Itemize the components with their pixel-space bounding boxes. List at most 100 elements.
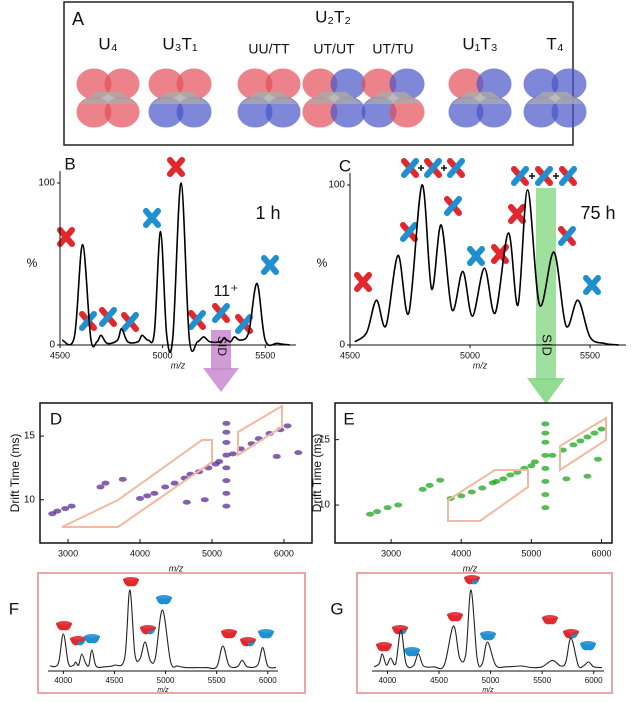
ion-signal — [294, 450, 303, 456]
ion-signal — [513, 469, 522, 475]
interface — [306, 92, 362, 104]
x-tick-label: 4000 — [54, 676, 72, 685]
ion-signal — [222, 465, 231, 471]
subunit-icon — [583, 275, 601, 295]
ion-signal — [541, 421, 550, 427]
x-axis-label: m/z — [473, 360, 488, 370]
x-axis-label: m/z — [169, 563, 184, 573]
tetramer-image — [76, 68, 140, 128]
x-tick-label: 6000 — [274, 548, 294, 558]
subunit-icon — [123, 577, 139, 587]
icon-cap — [447, 612, 463, 618]
x-axis-label: m/z — [482, 687, 494, 694]
ion-signal — [150, 490, 159, 496]
icon-cap — [542, 615, 558, 621]
x-tick-label: 6000 — [585, 676, 603, 685]
subunit-icon — [212, 303, 230, 323]
icon-arm — [559, 166, 577, 186]
icon-arm — [508, 204, 526, 224]
ion-signal — [182, 499, 191, 505]
ion-signal — [541, 479, 550, 485]
ion-signal — [541, 439, 550, 445]
ion-signal — [373, 509, 382, 515]
x-tick-label: 4500 — [50, 350, 70, 360]
subunit-icon — [221, 629, 237, 639]
x-tick-label: 4500 — [340, 350, 360, 360]
subunit-icon — [447, 612, 463, 622]
x-tick-label: 5500 — [533, 676, 551, 685]
subunit-icon — [447, 158, 465, 178]
highlight-box — [447, 469, 529, 522]
ion-signal — [541, 430, 550, 436]
ion-signal — [541, 492, 550, 498]
subunit-icon — [261, 255, 279, 275]
icon-cap — [140, 625, 156, 631]
subunit-icon — [535, 166, 553, 186]
sid-arrow-green — [527, 188, 565, 404]
highlight-box — [61, 439, 213, 528]
subunit-icon — [558, 226, 576, 246]
subunit-icon — [542, 615, 558, 625]
y-axis-label: % — [317, 256, 328, 270]
icon-arm — [261, 255, 279, 275]
icon-cap — [404, 647, 420, 653]
icon-arm — [167, 157, 185, 177]
subunit-icon — [508, 204, 526, 224]
subunit-icon — [464, 575, 480, 585]
ion-signal — [583, 434, 592, 440]
x-tick-label: 6000 — [591, 548, 611, 558]
x-tick-label: 5000 — [521, 548, 541, 558]
complex-label: T₄ — [546, 34, 563, 53]
complex-label: U₄ — [98, 34, 117, 53]
ion-signal — [228, 451, 237, 457]
ion-signal — [222, 420, 231, 426]
subunit-icon — [424, 158, 442, 178]
ion-signal — [590, 430, 599, 436]
subunit-icon — [188, 310, 206, 330]
subunit-icon — [354, 272, 372, 292]
subunit-icon — [580, 641, 596, 651]
y-tick-label: 15 — [24, 431, 36, 442]
x-tick-label: 4000 — [130, 548, 150, 558]
subunit-icon — [258, 629, 274, 639]
icon-cap — [56, 621, 72, 627]
subunit-icon — [240, 637, 256, 647]
y-axis-label: Drift Time (ms) — [310, 434, 324, 513]
interface — [80, 92, 136, 104]
ion-signal — [170, 480, 179, 486]
panel-letter: B — [64, 154, 75, 173]
ion-signal — [215, 459, 224, 465]
panel-letter: E — [343, 409, 354, 428]
ion-signal — [499, 476, 508, 482]
ion-signal — [222, 452, 231, 458]
icon-cap — [123, 577, 139, 583]
y-tick-label: 0 — [49, 340, 55, 351]
ion-signal — [53, 508, 62, 514]
ion-signal — [562, 476, 571, 482]
subunit-icon — [143, 208, 161, 228]
icon-arm — [121, 312, 139, 332]
icon-arm — [354, 272, 372, 292]
interface — [452, 92, 508, 104]
complex-label: UT/UT — [313, 41, 355, 57]
complex-label: U₂T₂ — [315, 7, 351, 26]
panel-letter: C — [339, 156, 351, 175]
ion-signal — [61, 506, 70, 512]
subunit-icon — [70, 636, 86, 646]
complex-label: U₃T₁ — [162, 34, 198, 53]
subunit-icon — [511, 166, 529, 186]
complex-label: UT/TU — [372, 41, 413, 57]
icon-cap — [563, 629, 579, 635]
ion-signal — [200, 497, 209, 503]
interface — [527, 92, 583, 104]
complex-label: U₁T₃ — [462, 34, 497, 53]
icon-arm — [188, 310, 206, 330]
plot-frame — [39, 402, 313, 544]
ion-signal — [67, 503, 76, 509]
x-tick-label: 3000 — [381, 548, 401, 558]
x-tick-label: 4000 — [379, 676, 397, 685]
icon-cap — [221, 629, 237, 635]
subunit-icon — [121, 312, 139, 332]
ion-signal — [576, 438, 585, 444]
panel-letter: A — [72, 9, 84, 29]
